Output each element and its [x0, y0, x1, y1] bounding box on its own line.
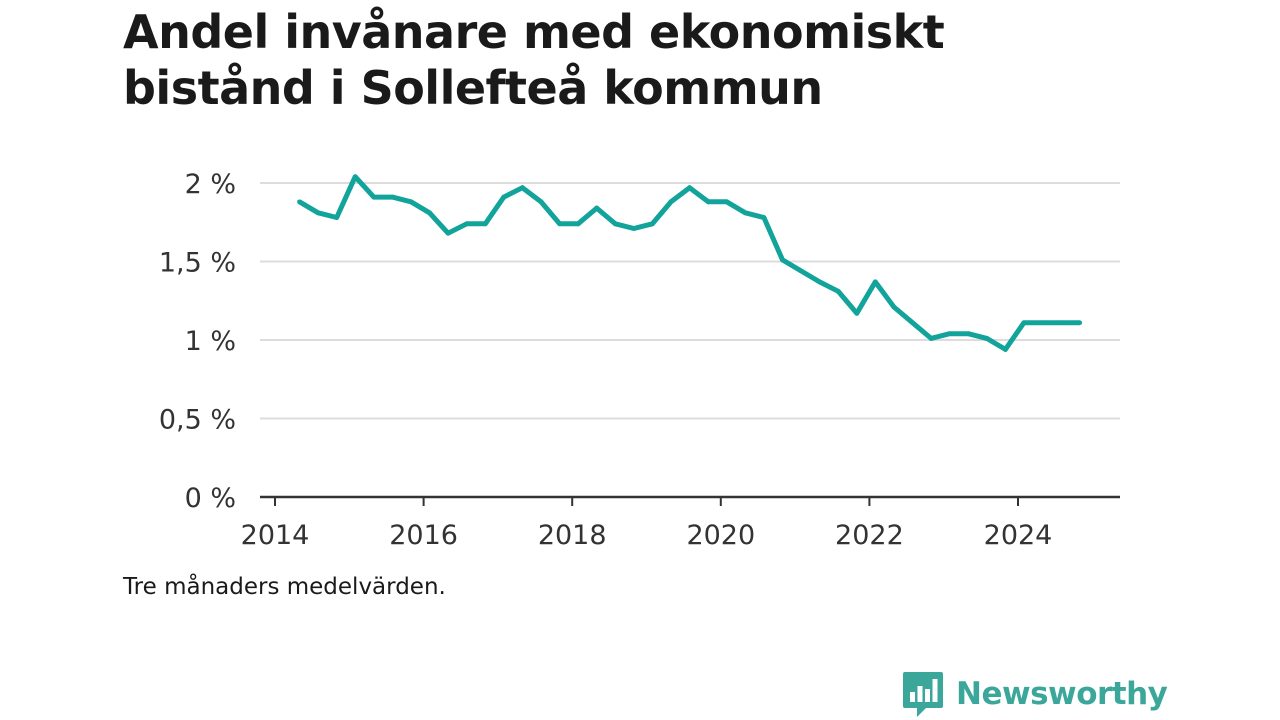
x-tick-label: 2022: [835, 520, 904, 551]
data-point: [780, 257, 785, 263]
chart-title: Andel invånare med ekonomiskt bistånd i …: [123, 4, 1123, 116]
data-point: [408, 199, 414, 205]
x-tick-label: 2016: [389, 520, 458, 551]
x-tick-label: 2020: [686, 520, 755, 551]
data-point: [817, 279, 823, 285]
data-point: [427, 210, 432, 216]
brand-logo: Newsworthy: [902, 668, 1168, 720]
data-point: [1002, 347, 1008, 352]
data-point: [334, 215, 340, 220]
data-point: [464, 221, 470, 227]
data-point: [687, 185, 692, 191]
data-point: [705, 199, 711, 205]
series-line: [298, 174, 1080, 352]
data-point: [650, 221, 655, 227]
y-tick-label: 1 %: [185, 326, 236, 357]
data-point: [854, 310, 860, 316]
data-point: [761, 215, 767, 220]
chart-title-line-1: Andel invånare med ekonomiskt: [123, 5, 945, 59]
data-point: [947, 331, 953, 337]
data-point: [557, 221, 562, 227]
data-point: [297, 199, 302, 205]
data-point: [1058, 320, 1064, 326]
data-point: [1040, 320, 1045, 326]
data-point: [520, 185, 525, 191]
data-point: [984, 336, 990, 341]
data-point: [891, 304, 897, 310]
data-point: [315, 210, 321, 216]
data-series: [297, 174, 1083, 352]
x-tick-label: 2018: [538, 520, 607, 551]
data-point: [538, 199, 544, 205]
bar-chart-speech-bubble-icon: [903, 672, 943, 717]
data-point: [389, 194, 395, 200]
data-point: [371, 194, 377, 200]
chart-title-line-2: bistånd i Sollefteå kommun: [123, 61, 823, 115]
data-point: [668, 199, 674, 205]
y-tick-label: 0,5 %: [159, 405, 236, 436]
chart-caption: Tre månaders medelvärden.: [123, 574, 446, 600]
data-point: [965, 331, 971, 337]
x-tick-label: 2014: [241, 520, 310, 551]
data-point: [482, 221, 488, 227]
data-point: [798, 268, 804, 274]
data-point: [724, 199, 730, 205]
data-point: [631, 226, 637, 231]
data-point: [501, 194, 507, 200]
x-tick-label: 2024: [984, 520, 1053, 551]
brand-name: Newsworthy: [956, 676, 1168, 712]
x-axis: [260, 495, 1120, 506]
y-tick-label: 2 %: [185, 169, 236, 200]
data-point: [445, 230, 451, 236]
x-axis-tick-labels: 2014 2016 2018 2020 2022 2024: [241, 520, 1053, 551]
data-point: [742, 210, 748, 216]
y-tick-label: 0 %: [185, 483, 236, 514]
data-point: [594, 205, 600, 211]
data-point: [872, 279, 878, 285]
data-point: [1077, 320, 1083, 326]
data-point: [835, 288, 841, 294]
data-point: [928, 336, 934, 341]
data-point: [910, 320, 915, 326]
y-axis-tick-labels: 0 % 0,5 % 1 % 1,5 % 2 %: [159, 169, 236, 514]
data-point: [1021, 320, 1027, 326]
gridlines: [260, 182, 1120, 420]
data-point: [612, 221, 618, 227]
data-point: [575, 221, 581, 227]
data-point: [352, 174, 358, 180]
y-tick-label: 1,5 %: [159, 248, 236, 279]
